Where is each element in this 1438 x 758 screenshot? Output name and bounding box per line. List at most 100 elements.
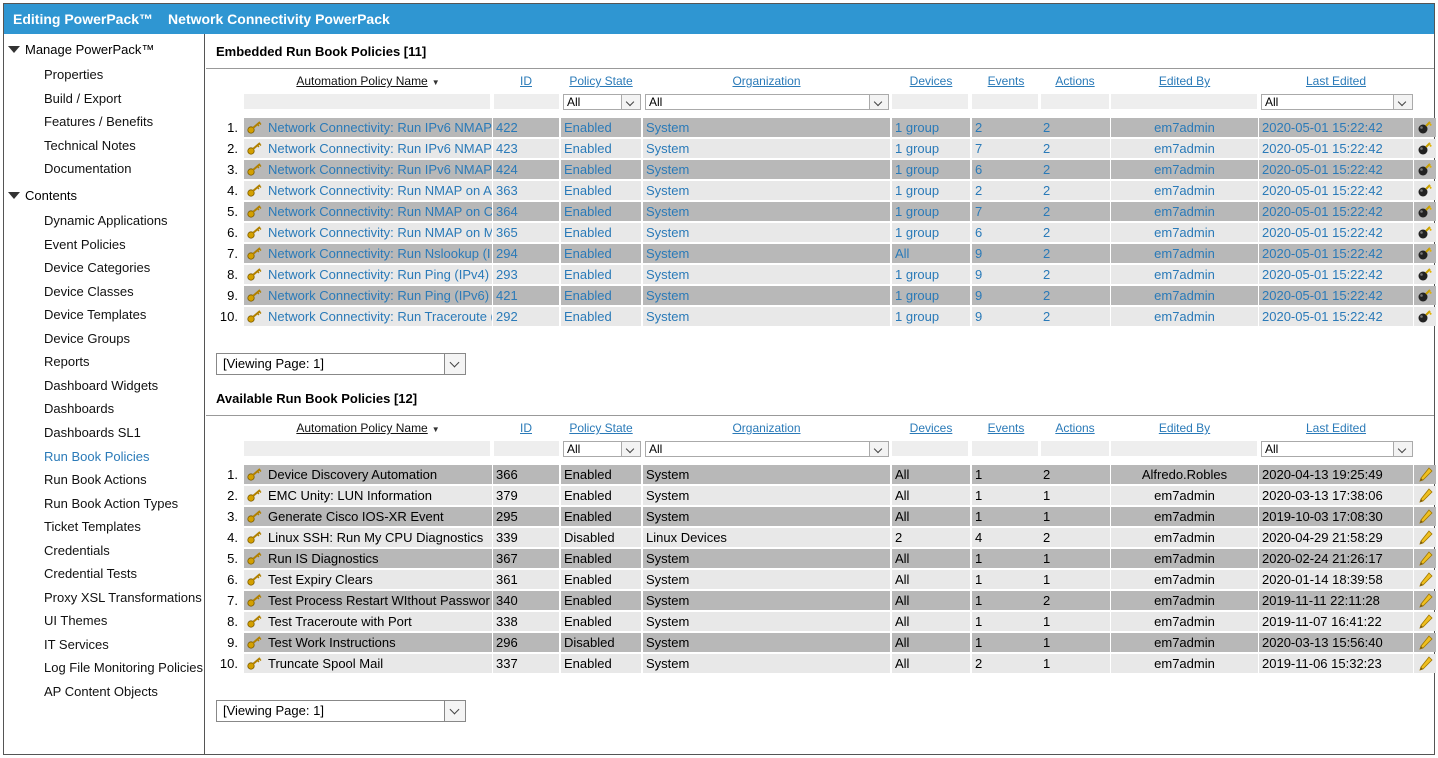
cell-state[interactable]: Enabled — [561, 118, 641, 137]
cell-events[interactable]: 9 — [972, 244, 1040, 263]
remove-action[interactable] — [1414, 307, 1436, 326]
cell-state[interactable]: Enabled — [561, 139, 641, 158]
cell-state[interactable]: Enabled — [561, 202, 641, 221]
cell-last-edited[interactable]: 2020-05-01 15:22:42 — [1259, 265, 1413, 284]
cell-state[interactable]: Enabled — [561, 223, 641, 242]
filter-field[interactable] — [244, 441, 490, 456]
cell-events[interactable]: 6 — [972, 160, 1040, 179]
cell-actions[interactable]: 2 — [1040, 307, 1110, 326]
policy-icon-cell[interactable] — [244, 465, 265, 484]
cell-org[interactable]: System — [643, 244, 890, 263]
remove-action[interactable] — [1414, 223, 1436, 242]
policy-icon-cell[interactable] — [244, 181, 265, 200]
cell-name[interactable]: Test Expiry Clears — [265, 570, 492, 589]
filter-field[interactable] — [1041, 94, 1109, 109]
policy-icon-cell[interactable] — [244, 570, 265, 589]
sidebar-item-run-book-actions[interactable]: Run Book Actions — [44, 472, 147, 488]
column-header-devices[interactable]: Devices — [892, 421, 970, 435]
policy-icon-cell[interactable] — [244, 139, 265, 158]
cell-name[interactable]: Generate Cisco IOS-XR Event — [265, 507, 492, 526]
remove-action[interactable] — [1414, 139, 1436, 158]
cell-devices[interactable]: 1 group — [892, 181, 970, 200]
sidebar-item-credentials[interactable]: Credentials — [44, 542, 110, 558]
filter-field[interactable] — [1111, 94, 1257, 109]
cell-last-edited[interactable]: 2020-05-01 15:22:42 — [1259, 160, 1413, 179]
policy-state-filter[interactable]: All — [563, 441, 641, 457]
edit-action[interactable] — [1414, 654, 1436, 673]
policy-icon-cell[interactable] — [244, 118, 265, 137]
cell-org[interactable]: System — [643, 286, 890, 305]
edit-action[interactable] — [1414, 528, 1436, 547]
column-header-id[interactable]: ID — [493, 74, 559, 88]
cell-name[interactable]: Device Discovery Automation — [265, 465, 492, 484]
cell-state[interactable]: Enabled — [561, 244, 641, 263]
cell-name[interactable]: Network Connectivity: Run NMAP on M — [265, 223, 492, 242]
cell-devices[interactable]: 1 group — [892, 202, 970, 221]
sidebar-item-credential-tests[interactable]: Credential Tests — [44, 566, 137, 582]
remove-action[interactable] — [1414, 202, 1436, 221]
cell-actions[interactable]: 2 — [1040, 223, 1110, 242]
sidebar-item-dashboards[interactable]: Dashboards — [44, 401, 115, 417]
cell-devices[interactable]: 1 group — [892, 265, 970, 284]
cell-name[interactable]: Network Connectivity: Run Ping (IPv6) — [265, 286, 492, 305]
sidebar-item-ap-content-objects[interactable]: AP Content Objects — [44, 684, 158, 699]
policy-icon-cell[interactable] — [244, 202, 265, 221]
cell-last-edited[interactable]: 2020-05-01 15:22:42 — [1259, 244, 1413, 263]
column-header-name[interactable]: Automation Policy Name ▼ — [244, 421, 492, 435]
cell-state[interactable]: Enabled — [561, 181, 641, 200]
remove-action[interactable] — [1414, 118, 1436, 137]
cell-name[interactable]: Linux SSH: Run My CPU Diagnostics — [265, 528, 492, 547]
cell-id[interactable]: 424 — [493, 160, 559, 179]
column-header-last-edited[interactable]: Last Edited — [1259, 421, 1413, 435]
policy-icon-cell[interactable] — [244, 223, 265, 242]
organization-filter[interactable]: All — [645, 441, 889, 457]
last-edited-filter[interactable]: All — [1261, 441, 1413, 457]
sidebar-item-event-policies[interactable]: Event Policies — [44, 236, 126, 252]
sidebar-item-dashboards-sl1[interactable]: Dashboards SL1 — [44, 424, 141, 440]
cell-id[interactable]: 421 — [493, 286, 559, 305]
column-header-events[interactable]: Events — [972, 74, 1040, 88]
cell-edited-by[interactable]: em7admin — [1111, 160, 1258, 179]
column-header-devices[interactable]: Devices — [892, 74, 970, 88]
cell-last-edited[interactable]: 2020-05-01 15:22:42 — [1259, 202, 1413, 221]
policy-icon-cell[interactable] — [244, 507, 265, 526]
column-header-state[interactable]: Policy State — [561, 421, 641, 435]
filter-field[interactable] — [892, 441, 968, 456]
cell-actions[interactable]: 2 — [1040, 118, 1110, 137]
cell-id[interactable]: 422 — [493, 118, 559, 137]
filter-field[interactable] — [244, 94, 490, 109]
remove-action[interactable] — [1414, 244, 1436, 263]
cell-devices[interactable]: 1 group — [892, 160, 970, 179]
cell-last-edited[interactable]: 2020-05-01 15:22:42 — [1259, 139, 1413, 158]
cell-edited-by[interactable]: em7admin — [1111, 139, 1258, 158]
cell-edited-by[interactable]: em7admin — [1111, 265, 1258, 284]
cell-last-edited[interactable]: 2020-05-01 15:22:42 — [1259, 286, 1413, 305]
cell-name[interactable]: Network Connectivity: Run Traceroute ( — [265, 307, 492, 326]
remove-action[interactable] — [1414, 265, 1436, 284]
cell-name[interactable]: Network Connectivity: Run NMAP on C — [265, 202, 492, 221]
cell-org[interactable]: System — [643, 265, 890, 284]
sidebar-section-manage[interactable]: Manage PowerPack™ — [8, 42, 154, 57]
policy-state-filter[interactable]: All — [563, 94, 641, 110]
cell-org[interactable]: System — [643, 160, 890, 179]
filter-field[interactable] — [892, 94, 968, 109]
cell-org[interactable]: System — [643, 307, 890, 326]
sidebar-item-device-classes[interactable]: Device Classes — [44, 283, 134, 299]
cell-edited-by[interactable]: em7admin — [1111, 202, 1258, 221]
cell-state[interactable]: Enabled — [561, 160, 641, 179]
cell-state[interactable]: Enabled — [561, 286, 641, 305]
cell-last-edited[interactable]: 2020-05-01 15:22:42 — [1259, 307, 1413, 326]
edit-action[interactable] — [1414, 633, 1436, 652]
column-header-edited-by[interactable]: Edited By — [1111, 74, 1258, 88]
last-edited-filter[interactable]: All — [1261, 94, 1413, 110]
page-selector[interactable]: [Viewing Page: 1] — [216, 700, 466, 722]
cell-actions[interactable]: 2 — [1040, 286, 1110, 305]
sidebar-item-it-services[interactable]: IT Services — [44, 636, 109, 652]
remove-action[interactable] — [1414, 181, 1436, 200]
cell-org[interactable]: System — [643, 139, 890, 158]
cell-name[interactable]: Test Traceroute with Port — [265, 612, 492, 631]
cell-actions[interactable]: 2 — [1040, 265, 1110, 284]
cell-id[interactable]: 292 — [493, 307, 559, 326]
cell-last-edited[interactable]: 2020-05-01 15:22:42 — [1259, 181, 1413, 200]
cell-actions[interactable]: 2 — [1040, 202, 1110, 221]
